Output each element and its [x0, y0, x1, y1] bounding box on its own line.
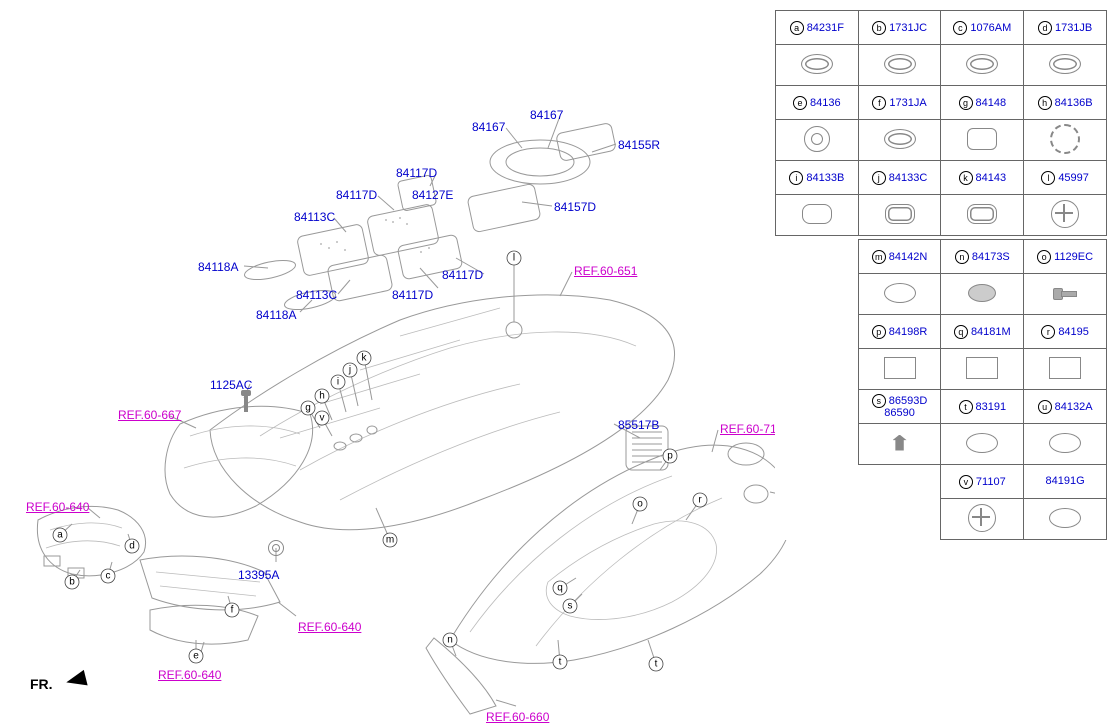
label-84117Dc[interactable]: 84117D	[442, 268, 483, 282]
part-icon	[1049, 508, 1081, 528]
label-84118Aa[interactable]: 84118A	[198, 260, 238, 274]
part-icon	[1049, 54, 1081, 74]
part-icon	[884, 283, 916, 303]
part-icon	[966, 54, 998, 74]
partnum-84132A[interactable]: 84132A	[1055, 400, 1093, 412]
part-icon	[968, 284, 996, 302]
svg-text:m: m	[386, 535, 394, 546]
svg-text:j: j	[348, 365, 351, 376]
partnum-84133B[interactable]: 84133B	[806, 171, 844, 183]
label-REF60640b[interactable]: REF.60-640	[298, 620, 361, 634]
svg-text:i: i	[337, 377, 339, 388]
svg-text:g: g	[305, 403, 311, 414]
part-icon	[968, 504, 996, 532]
partnum-84136[interactable]: 84136	[810, 96, 841, 108]
label-84113Cb[interactable]: 84113C	[296, 288, 337, 302]
partnum-71107[interactable]: 71107	[976, 475, 1006, 487]
bolt-1125ac	[244, 394, 248, 412]
svg-text:a: a	[57, 530, 63, 541]
part-icon	[1049, 433, 1081, 453]
partnum-84231F[interactable]: 84231F	[807, 21, 844, 33]
label-84167b[interactable]: 84167	[530, 108, 563, 122]
svg-text:t: t	[655, 659, 658, 670]
fr-indicator: FR.	[30, 676, 53, 692]
part-icon	[802, 204, 832, 224]
part-icon	[1050, 124, 1080, 154]
partnum-1731JC[interactable]: 1731JC	[889, 21, 927, 33]
label-84127E[interactable]: 84127E	[412, 188, 453, 202]
label-85517B[interactable]: 85517B	[618, 418, 659, 432]
partnum-84136B[interactable]: 84136B	[1055, 96, 1093, 108]
svg-text:o: o	[637, 499, 643, 510]
partnum-84181M[interactable]: 84181M	[971, 325, 1011, 337]
partnum-83191[interactable]: 83191	[976, 400, 1007, 412]
label-REF60640c[interactable]: REF.60-640	[158, 668, 221, 682]
part-icon	[966, 433, 998, 453]
svg-text:b: b	[69, 577, 75, 588]
part-icon	[884, 129, 916, 149]
svg-text:n: n	[447, 635, 453, 646]
partnum-84173S[interactable]: 84173S	[972, 250, 1010, 262]
partnum-1731JB[interactable]: 1731JB	[1055, 21, 1092, 33]
label-84167a[interactable]: 84167	[472, 120, 505, 134]
partnum-84195[interactable]: 84195	[1058, 325, 1089, 337]
svg-text:e: e	[193, 651, 199, 662]
svg-text:v: v	[320, 413, 325, 424]
svg-text:p: p	[667, 451, 673, 462]
label-84113Ca[interactable]: 84113C	[294, 210, 335, 224]
svg-text:q: q	[557, 583, 563, 594]
label-REF60710[interactable]: REF.60-710	[720, 422, 783, 436]
part-icon	[884, 54, 916, 74]
partnum-84191G[interactable]: 84191G	[1046, 475, 1085, 487]
partnum-1076AM[interactable]: 1076AM	[970, 21, 1011, 33]
label-13395A[interactable]: 13395A	[238, 568, 279, 582]
label-REF60667[interactable]: REF.60-667	[118, 408, 181, 422]
partnum-84133C[interactable]: 84133C	[889, 171, 928, 183]
part-icon	[893, 435, 907, 451]
label-84117Db[interactable]: 84117D	[336, 188, 377, 202]
partnum-84142N[interactable]: 84142N	[889, 250, 928, 262]
label-84157D[interactable]: 84157D	[554, 200, 596, 214]
svg-text:c: c	[106, 571, 111, 582]
part-icon	[804, 126, 830, 152]
nut-13395a	[268, 540, 284, 556]
part-icon	[967, 204, 997, 224]
svg-text:d: d	[129, 541, 135, 552]
partnum-84198R[interactable]: 84198R	[889, 325, 928, 337]
part-icon	[1049, 357, 1081, 379]
partnum-1129EC[interactable]: 1129EC	[1054, 250, 1093, 262]
part-icon	[884, 357, 916, 379]
part-icon	[1051, 200, 1079, 228]
label-REF60651[interactable]: REF.60-651	[574, 264, 637, 278]
part-icon	[1053, 286, 1077, 300]
svg-text:l: l	[513, 253, 515, 264]
part-icon	[801, 54, 833, 74]
label-84117Da[interactable]: 84117D	[396, 166, 437, 180]
partnum-1731JA[interactable]: 1731JA	[889, 96, 926, 108]
label-84117Dd[interactable]: 84117D	[392, 288, 433, 302]
part-icon	[966, 357, 998, 379]
partnum-86593D[interactable]: 86593D86590	[884, 395, 927, 419]
svg-text:f: f	[231, 605, 234, 616]
partnum-84148[interactable]: 84148	[976, 96, 1007, 108]
label-84155R[interactable]: 84155R	[618, 138, 660, 152]
svg-text:h: h	[319, 391, 325, 402]
partnum-45997[interactable]: 45997	[1058, 171, 1089, 183]
svg-text:s: s	[568, 601, 573, 612]
parts-table: a84231Fb1731JCc1076AMd1731JBe84136f1731J…	[775, 10, 1107, 540]
label-REF60660[interactable]: REF.60-660	[486, 710, 549, 724]
part-icon	[885, 204, 915, 224]
label-REF60640a[interactable]: REF.60-640	[26, 500, 89, 514]
svg-text:t: t	[559, 657, 562, 668]
label-84118Ab[interactable]: 84118A	[256, 308, 296, 322]
part-icon	[967, 128, 997, 150]
partnum-84143[interactable]: 84143	[976, 171, 1007, 183]
